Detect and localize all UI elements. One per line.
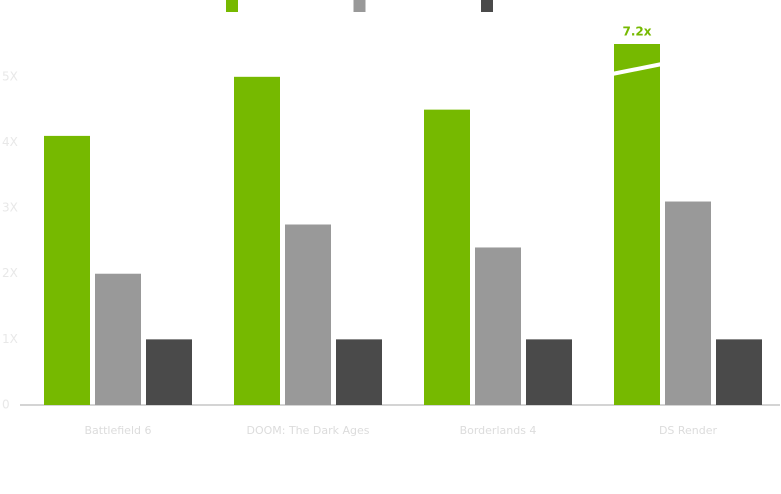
legend-swatch: [481, 0, 493, 12]
legend-swatch: [353, 0, 366, 12]
bar: [716, 339, 762, 405]
y-tick-label: 3X: [2, 201, 18, 215]
bar: [234, 76, 280, 406]
legend-swatch: [226, 0, 238, 12]
bar: [285, 224, 331, 405]
bar: [336, 339, 382, 405]
value-label: 7.2x: [623, 25, 652, 39]
bar: [614, 44, 660, 405]
bar: [526, 339, 572, 405]
x-tick-label: Borderlands 4: [460, 424, 537, 437]
bar: [424, 109, 470, 406]
bar: [665, 201, 711, 405]
bar: [44, 135, 90, 405]
x-tick-label: DOOM: The Dark Ages: [246, 424, 369, 437]
x-tick-label: DS Render: [659, 424, 718, 437]
x-tick-label: Battlefield 6: [85, 424, 152, 437]
bar: [475, 247, 521, 405]
bar: [146, 339, 192, 405]
y-tick-label: 4X: [2, 135, 18, 149]
y-tick-label: 1X: [2, 332, 18, 346]
y-tick-label: 0: [2, 398, 10, 412]
bar: [95, 273, 141, 405]
y-tick-label: 2X: [2, 266, 18, 280]
axis-break: [611, 62, 663, 76]
y-tick-label: 5X: [2, 69, 18, 83]
